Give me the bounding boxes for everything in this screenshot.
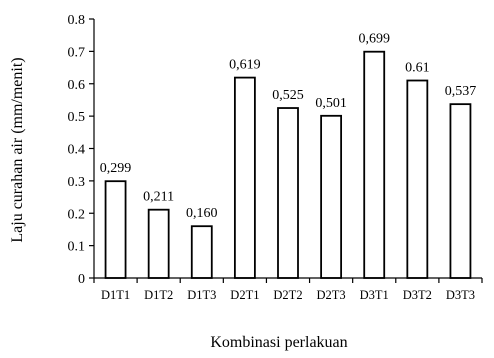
bar-d1t1 — [104, 180, 127, 279]
y-axis-title: Laju curahan air (mm/menit) — [9, 57, 26, 242]
bar-d3t2 — [406, 79, 429, 279]
bar-d2t2 — [277, 107, 299, 279]
value-label-d3t3: 0,537 — [445, 84, 477, 99]
y-tick-label: 0.4 — [68, 143, 86, 158]
bar-d3t3 — [449, 103, 472, 279]
y-tick-label: 0.6 — [68, 78, 86, 93]
value-label-d1t3: 0,160 — [186, 206, 218, 221]
x-tick-label-d1t1: D1T1 — [101, 288, 130, 302]
y-tick-label: 0.7 — [68, 45, 86, 60]
value-label-d2t2: 0,525 — [272, 88, 304, 103]
x-tick-label-d2t2: D2T2 — [273, 288, 302, 302]
y-tick-label: 0.8 — [68, 13, 86, 28]
y-tick-label: 0.1 — [68, 240, 86, 255]
value-label-d2t1: 0,619 — [229, 58, 261, 73]
bar-d1t2 — [147, 208, 170, 279]
bar-d2t3 — [320, 114, 343, 279]
value-label-d1t2: 0,211 — [143, 190, 174, 205]
x-axis-title: Kombinasi perlakuan — [210, 334, 347, 351]
x-tick-label-d2t1: D2T1 — [230, 288, 259, 302]
y-tick-label: 0.5 — [68, 110, 86, 125]
value-label-d3t1: 0,699 — [358, 32, 390, 47]
bar-d2t1 — [233, 76, 256, 279]
x-tick-label-d1t2: D1T2 — [144, 288, 173, 302]
y-tick-label: 0.3 — [68, 175, 86, 190]
x-tick-label-d3t3: D3T3 — [446, 288, 475, 302]
value-label-d3t2: 0.61 — [405, 61, 430, 76]
bar-d3t1 — [363, 50, 386, 279]
x-tick-label-d2t3: D2T3 — [317, 288, 346, 302]
value-label-d2t3: 0,501 — [315, 96, 347, 111]
bar-d1t3 — [190, 225, 213, 279]
y-tick-label: 0 — [78, 272, 85, 287]
x-tick-label-d3t1: D3T1 — [360, 288, 389, 302]
x-tick-label-d1t3: D1T3 — [187, 288, 216, 302]
y-tick-label: 0.2 — [68, 207, 86, 222]
x-tick-label-d3t2: D3T2 — [403, 288, 432, 302]
value-label-d1t1: 0,299 — [100, 161, 132, 176]
